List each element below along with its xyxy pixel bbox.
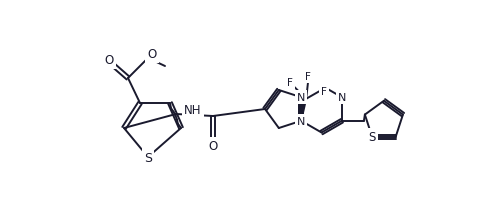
Text: S: S (368, 131, 376, 144)
Text: S: S (144, 151, 152, 164)
Text: O: O (147, 48, 157, 61)
Text: O: O (209, 140, 217, 153)
Text: N: N (297, 116, 305, 126)
Text: O: O (105, 54, 113, 67)
Text: F: F (305, 71, 311, 81)
Text: N: N (338, 93, 346, 103)
Text: F: F (287, 77, 293, 87)
Text: N: N (297, 93, 305, 103)
Text: F: F (321, 86, 327, 96)
Text: NH: NH (184, 104, 202, 117)
